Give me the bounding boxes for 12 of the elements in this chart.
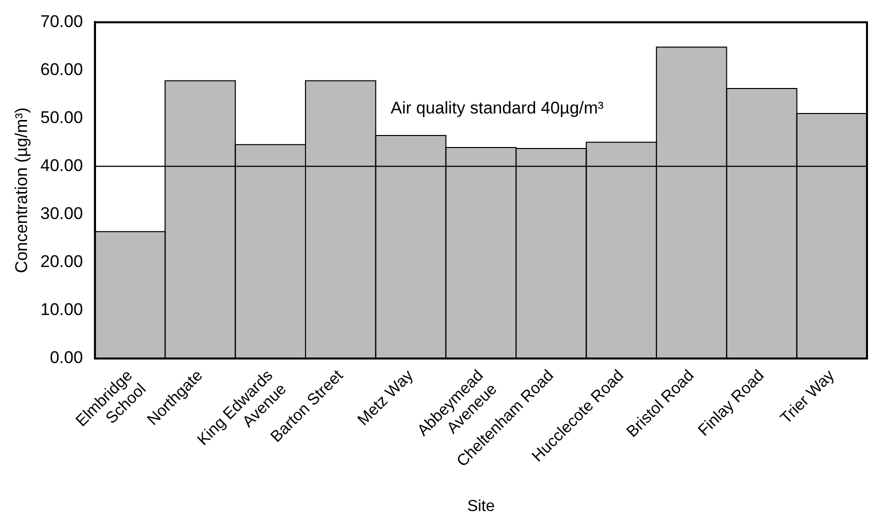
x-tick-label: Trier Way <box>778 367 838 428</box>
y-tick-label: 50.00 <box>40 108 83 127</box>
y-tick-label: 30.00 <box>40 204 83 224</box>
y-tick-label: 0.00 <box>50 348 83 368</box>
y-tick-label: 70.00 <box>40 12 83 31</box>
ref-line-label: Air quality standard 40µg/m³ <box>390 98 604 118</box>
y-tick-label: 60.00 <box>40 60 83 79</box>
y-tick-label: 20.00 <box>40 252 83 272</box>
y-tick-label: 40.00 <box>40 156 83 175</box>
x-axis-title: Site <box>467 498 495 515</box>
y-tick-label: 10.00 <box>40 300 83 320</box>
y-axis-title: Concentration (µg/m³) <box>12 107 31 274</box>
